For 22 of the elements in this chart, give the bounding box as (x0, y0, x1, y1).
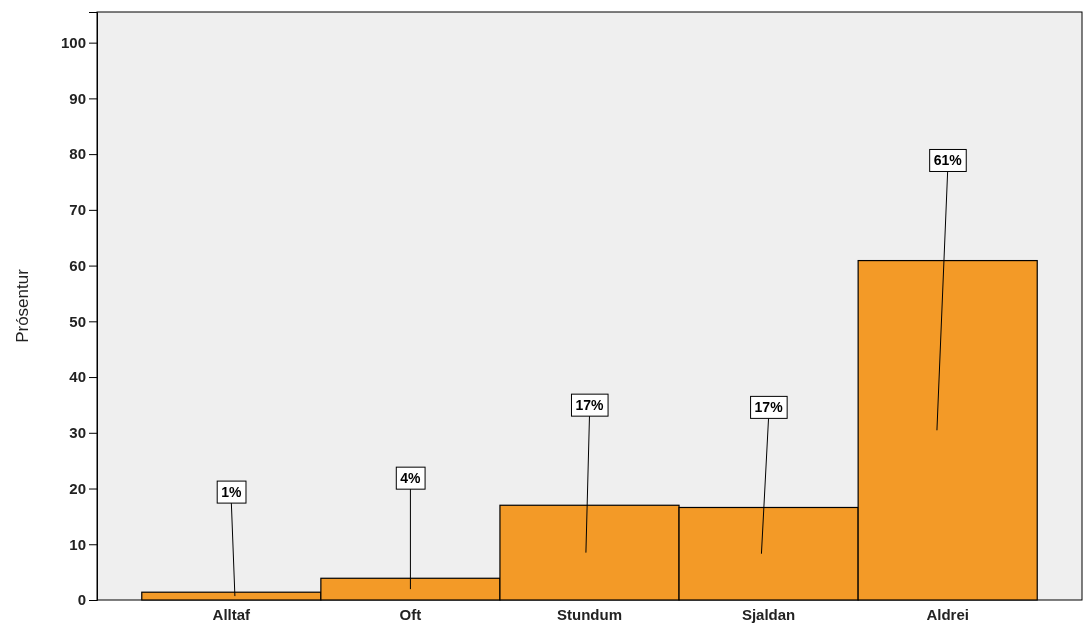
y-tick-label: 80 (69, 145, 86, 163)
data-label: 1% (221, 484, 242, 501)
y-tick-label: 70 (69, 201, 86, 219)
data-label: 17% (754, 399, 784, 416)
y-tick-label: 0 (77, 591, 86, 609)
data-label: 4% (400, 470, 422, 487)
y-tick-label: 10 (69, 535, 86, 553)
y-tick-label: 20 (69, 479, 86, 497)
y-tick-label: 30 (69, 424, 86, 442)
y-tick-label: 40 (69, 368, 86, 386)
x-tick-label: Sjaldan (741, 605, 796, 623)
y-tick-label: 60 (69, 256, 86, 274)
data-label: 61% (933, 152, 963, 169)
data-label: 17% (575, 397, 605, 414)
y-tick-label: 90 (69, 89, 86, 107)
y-tick-label: 50 (69, 312, 86, 330)
y-tick-label: 100 (60, 33, 86, 51)
x-tick-label: Oft (399, 605, 422, 623)
x-tick-label: Alltaf (212, 605, 252, 623)
x-tick-label: Aldrei (926, 605, 969, 623)
y-axis-title: Prósentur (13, 268, 32, 343)
x-tick-label: Stundum (557, 605, 622, 623)
